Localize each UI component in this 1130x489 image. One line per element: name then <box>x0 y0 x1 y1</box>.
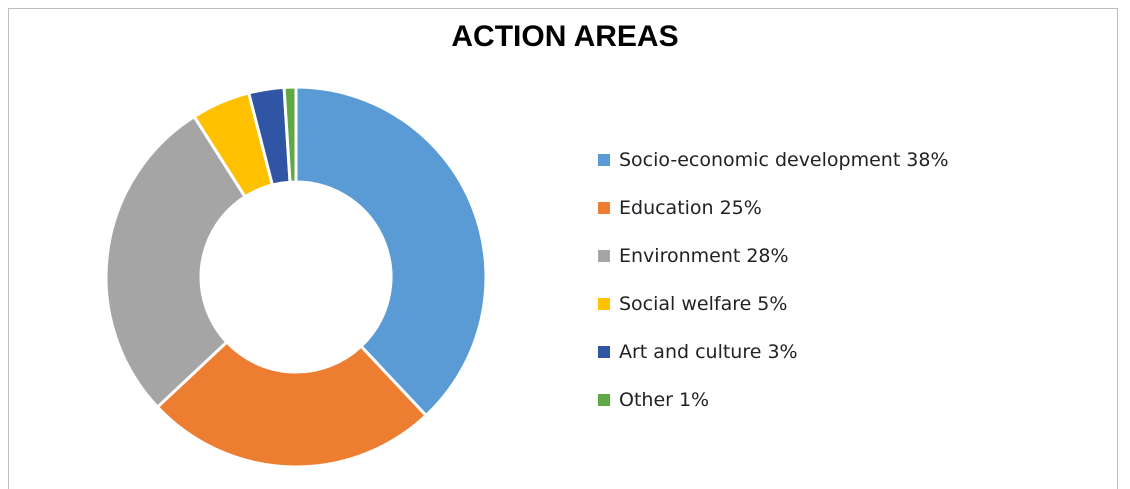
legend-label: Other <box>619 389 673 411</box>
legend-label: Education <box>619 197 714 219</box>
legend-label: Socio-economic development <box>619 149 901 171</box>
legend-item: Environment 28% <box>598 232 949 280</box>
legend: Socio-economic development 38% Education 25… <box>598 136 949 424</box>
legend-label: Social welfare <box>619 293 752 315</box>
chart-frame <box>8 8 1118 489</box>
donut-plot <box>104 85 488 469</box>
donut-slice <box>294 85 488 418</box>
legend-swatch <box>598 298 610 310</box>
legend-item: Education 25% <box>598 184 949 232</box>
legend-item: Social welfare 5% <box>598 280 949 328</box>
legend-value: 1% <box>678 389 710 411</box>
legend-label: Art and culture <box>619 341 762 363</box>
legend-swatch <box>598 346 610 358</box>
legend-value: 3% <box>767 341 798 363</box>
legend-swatch <box>598 202 610 214</box>
legend-item: Art and culture 3% <box>598 328 949 376</box>
legend-swatch <box>598 394 610 406</box>
legend-swatch <box>598 250 610 262</box>
donut-slice <box>282 85 298 184</box>
donut-slice <box>104 114 248 410</box>
legend-label: Environment <box>619 245 741 267</box>
legend-swatch <box>598 154 610 166</box>
donut-slice <box>155 339 429 469</box>
chart-title: ACTION AREAS <box>451 20 679 53</box>
legend-value: 28% <box>746 245 789 267</box>
legend-item: Socio-economic development 38% <box>598 136 949 184</box>
legend-item: Other 1% <box>598 376 949 424</box>
legend-value: 25% <box>719 197 762 219</box>
legend-value: 5% <box>757 293 788 315</box>
legend-value: 38% <box>906 149 949 171</box>
